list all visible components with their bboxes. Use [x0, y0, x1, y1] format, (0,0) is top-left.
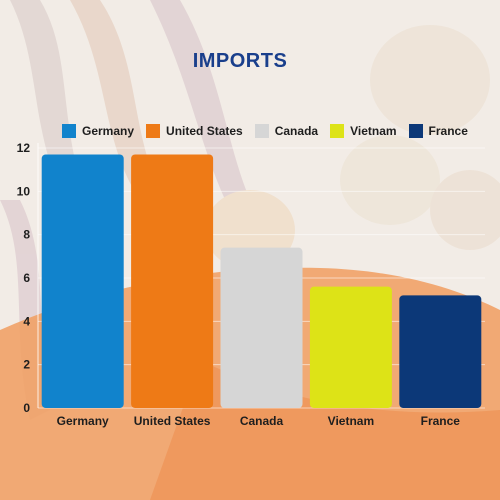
legend-item: United States: [146, 124, 243, 138]
chart-title: IMPORTS: [192, 50, 288, 72]
x-tick-label: Germany: [57, 414, 109, 428]
legend-label: Canada: [274, 124, 319, 138]
y-tick-label: 2: [23, 358, 30, 372]
legend-swatch: [62, 124, 76, 138]
legend-label: Vietnam: [350, 124, 397, 138]
y-tick-label: 8: [23, 228, 30, 242]
y-tick-label: 10: [17, 184, 31, 198]
x-tick-label: France: [421, 414, 461, 428]
legend-swatch: [408, 124, 423, 138]
y-tick-label: 0: [23, 401, 30, 415]
x-tick-label: United States: [134, 414, 211, 428]
legend-item: Canada: [254, 124, 319, 138]
legend-label: France: [428, 124, 468, 138]
bar-germany: [41, 154, 124, 408]
bar-united-states: [131, 154, 214, 408]
bar-france: [399, 295, 482, 408]
legend-item: France: [408, 124, 468, 138]
y-tick-label: 4: [23, 314, 30, 328]
legend-item: Germany: [62, 124, 134, 138]
y-tick-label: 12: [17, 141, 31, 155]
legend-item: Vietnam: [330, 124, 397, 138]
bar-vietnam: [309, 286, 392, 408]
legend-swatch: [254, 124, 269, 138]
chart-legend: Germany United States Canada Vietnam France: [62, 124, 480, 138]
legend-label: Germany: [82, 124, 135, 138]
x-tick-label: Canada: [240, 414, 284, 428]
bar-canada: [220, 247, 303, 408]
legend-swatch: [330, 124, 345, 138]
legend-swatch: [146, 124, 161, 138]
x-tick-label: Vietnam: [328, 414, 374, 428]
y-tick-label: 6: [23, 271, 30, 285]
legend-label: United States: [166, 124, 243, 138]
